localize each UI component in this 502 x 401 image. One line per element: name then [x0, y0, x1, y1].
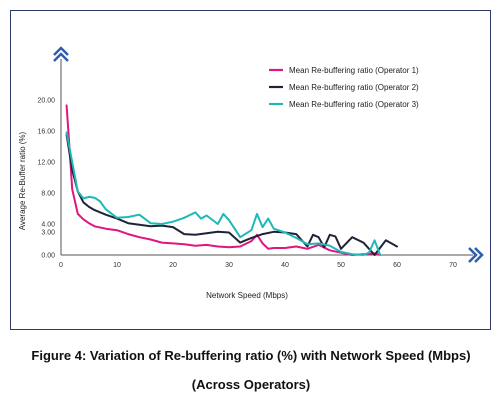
figure-caption: Figure 4: Variation of Re-buffering rati…: [31, 348, 471, 363]
y-tick-label: 20.00: [37, 98, 55, 105]
y-tick-label: 8.00: [41, 191, 55, 198]
y-axis-arrow-icon: [53, 46, 69, 62]
series-line-operator-1: [65, 104, 382, 256]
legend: Mean Re-buffering ratio (Operator 1) Mean…: [269, 66, 419, 109]
chart-svg: 0.00 3.004.00 8.00 12.00 16.00 20.00 0 10 20 30 4…: [18, 46, 484, 300]
x-tick-label: 70: [449, 262, 457, 269]
x-tick-label: 10: [113, 262, 121, 269]
series-line-operator-3: [65, 131, 382, 256]
x-tick-label: 60: [393, 262, 401, 269]
y-tick-label: 12.00: [37, 160, 55, 167]
x-tick-label: 40: [281, 262, 289, 269]
y-axis-label: Average Re-Buffer ratio (%): [18, 131, 27, 230]
y-tick-label: 0.00: [41, 253, 55, 260]
x-tick-label: 50: [337, 262, 345, 269]
x-axis-label: Network Speed (Mbps): [206, 291, 288, 300]
x-tick-label: 0: [59, 262, 63, 269]
legend-label-operator-1: Mean Re-buffering ratio (Operator 1): [289, 66, 419, 75]
legend-label-operator-3: Mean Re-buffering ratio (Operator 3): [289, 100, 419, 109]
chart-frame: 0.00 3.00 4.00 8.00 12.00 16.00 20.00 0 10 20 30 4…: [10, 10, 491, 330]
figure-caption-subtitle: (Across Operators): [191, 377, 311, 392]
y-tick-label: 4.00: [41, 222, 55, 229]
legend-label-operator-2: Mean Re-buffering ratio (Operator 2): [289, 83, 419, 92]
y-tick-label: 3.00: [41, 229, 55, 236]
x-tick-label: 20: [169, 262, 177, 269]
y-tick-label: 16.00: [37, 129, 55, 136]
x-tick-label: 30: [225, 262, 233, 269]
series-line-operator-2: [65, 133, 398, 256]
x-axis-arrow-icon: [468, 247, 484, 263]
